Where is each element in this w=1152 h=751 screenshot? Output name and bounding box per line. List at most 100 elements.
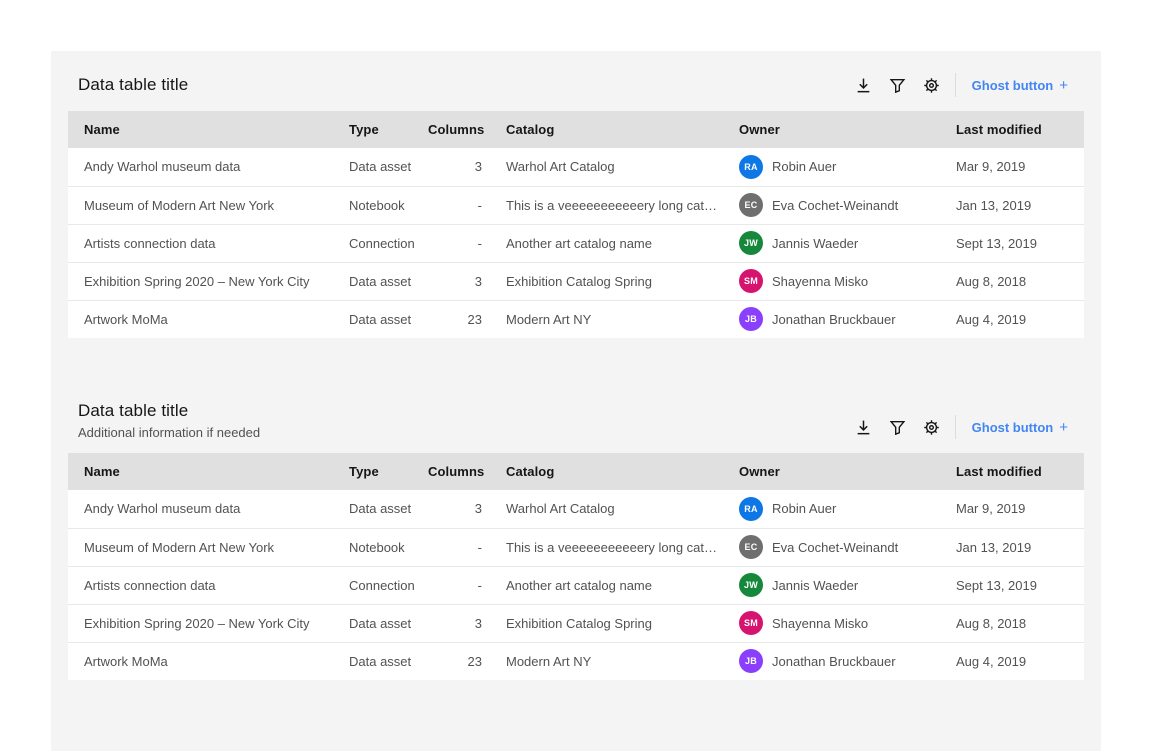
name-cell: Andy Warhol museum data — [68, 490, 333, 528]
owner-name: Jonathan Bruckbauer — [772, 653, 896, 669]
gear-icon[interactable] — [915, 414, 949, 440]
columns-cell: - — [428, 185, 490, 224]
table-header: Name Type Columns Catalog Owner Last mod… — [68, 453, 1084, 490]
catalog-cell: This is a veeeeeeeeeeery long catalog n.… — [490, 527, 723, 566]
plus-icon: + — [1059, 76, 1068, 94]
last-modified-cell: Sept 13, 2019 — [940, 223, 1084, 262]
type-cell: Data asset — [333, 603, 428, 642]
last-modified-cell: Mar 9, 2019 — [940, 148, 1084, 186]
owner-name: Robin Auer — [772, 501, 837, 517]
catalog-cell: Another art catalog name — [490, 223, 723, 262]
last-modified-cell: Sept 13, 2019 — [940, 565, 1084, 604]
table-row[interactable]: Artists connection data Connection - Anothe… — [68, 565, 1084, 604]
owner-name: Jannis Waeder — [772, 577, 859, 593]
owner-avatar: RA — [739, 496, 763, 521]
name-cell: Museum of Modern Art New York — [68, 527, 333, 566]
table-header: Name Type Columns Catalog Owner Last mod… — [68, 111, 1084, 148]
table-row[interactable]: Museum of Modern Art New York Notebook - Th… — [68, 185, 1084, 224]
owner-cell: EC Eva Cochet-Weinandt — [723, 527, 940, 566]
catalog-cell: Warhol Art Catalog — [490, 148, 723, 186]
type-cell: Notebook — [333, 527, 428, 566]
download-icon[interactable] — [847, 72, 881, 98]
column-header-last-modified: Last modified — [940, 453, 1084, 490]
last-modified-cell: Jan 13, 2019 — [940, 527, 1084, 566]
owner-avatar: SM — [739, 269, 763, 293]
owner-name: Robin Auer — [772, 159, 837, 175]
column-header-type: Type — [333, 453, 428, 490]
owner-avatar: JB — [739, 307, 763, 332]
owner-name: Shayenna Misko — [772, 615, 869, 631]
columns-cell: - — [428, 565, 490, 604]
columns-cell: 3 — [428, 490, 490, 528]
table-row[interactable]: Museum of Modern Art New York Notebook - Th… — [68, 527, 1084, 566]
columns-cell: 3 — [428, 603, 490, 642]
owner-cell: JW Jannis Waeder — [723, 565, 940, 604]
page-title: Data table title — [78, 75, 189, 94]
name-cell: Museum of Modern Art New York — [68, 185, 333, 224]
column-header-type: Type — [333, 111, 428, 148]
catalog-cell: This is a veeeeeeeeeeery long catalog n.… — [490, 185, 723, 224]
filter-icon[interactable] — [881, 72, 915, 98]
ghost-button-label: Ghost button — [971, 77, 1054, 93]
column-header-columns: Columns — [428, 111, 490, 148]
owner-avatar: EC — [739, 535, 763, 559]
last-modified-cell: Aug 4, 2019 — [940, 641, 1084, 680]
last-modified-cell: Jan 13, 2019 — [940, 185, 1084, 224]
data-tables-card: Data table title Ghost button + — [51, 51, 1101, 751]
download-icon[interactable] — [847, 414, 881, 440]
table2-title-bar: Data table title Additional information … — [68, 380, 1084, 453]
table-row[interactable]: Andy Warhol museum data Data asset 3 Warhol… — [68, 490, 1084, 528]
last-modified-cell: Aug 8, 2018 — [940, 603, 1084, 642]
table-row[interactable]: Exhibition Spring 2020 – New York City Da… — [68, 603, 1084, 642]
column-header-owner: Owner — [723, 111, 940, 148]
column-header-catalog: Catalog — [490, 453, 723, 490]
columns-cell: 3 — [428, 148, 490, 186]
column-header-name: Name — [68, 453, 333, 490]
catalog-cell: Exhibition Catalog Spring — [490, 261, 723, 300]
catalog-cell: Warhol Art Catalog — [490, 490, 723, 528]
ghost-button-label: Ghost button — [971, 419, 1054, 435]
name-cell: Andy Warhol museum data — [68, 148, 333, 186]
table1-title-bar: Data table title Ghost button + — [68, 51, 1084, 111]
column-header-owner: Owner — [723, 453, 940, 490]
column-header-name: Name — [68, 111, 333, 148]
data-table: Name Type Columns Catalog Owner Last mod… — [68, 453, 1084, 680]
owner-avatar: JB — [739, 649, 763, 674]
catalog-cell: Modern Art NY — [490, 641, 723, 680]
table2-heading: Data table title Additional information … — [78, 401, 260, 440]
filter-icon[interactable] — [881, 414, 915, 440]
owner-avatar: SM — [739, 611, 763, 635]
table-body: Andy Warhol museum data Data asset 3 Warhol… — [68, 490, 1084, 680]
table1-heading: Data table title — [78, 75, 188, 95]
catalog-cell: Modern Art NY — [490, 299, 723, 338]
owner-cell: JW Jannis Waeder — [723, 223, 940, 262]
type-cell: Data asset — [333, 299, 428, 338]
table-row[interactable]: Artwork MoMa Data asset 23 Modern Art NY JB J… — [68, 299, 1084, 338]
table-row[interactable]: Exhibition Spring 2020 – New York City Da… — [68, 261, 1084, 300]
owner-cell: SM Shayenna Misko — [723, 261, 940, 300]
name-cell: Artists connection data — [68, 223, 333, 262]
columns-cell: 3 — [428, 261, 490, 300]
name-cell: Artwork MoMa — [68, 299, 333, 338]
type-cell: Connection — [333, 565, 428, 604]
owner-avatar: JW — [739, 231, 763, 255]
gear-icon[interactable] — [915, 72, 949, 98]
name-cell: Artists connection data — [68, 565, 333, 604]
columns-cell: - — [428, 223, 490, 262]
catalog-cell: Another art catalog name — [490, 565, 723, 604]
type-cell: Data asset — [333, 641, 428, 680]
table-row[interactable]: Artists connection data Connection - Anothe… — [68, 223, 1084, 262]
ghost-button[interactable]: Ghost button + — [966, 74, 1074, 97]
table-toolbar: Ghost button + — [847, 414, 1074, 440]
ghost-button[interactable]: Ghost button + — [966, 416, 1074, 439]
table-row[interactable]: Artwork MoMa Data asset 23 Modern Art NY JB J… — [68, 641, 1084, 680]
owner-avatar: RA — [739, 154, 763, 179]
column-header-catalog: Catalog — [490, 111, 723, 148]
table-row[interactable]: Andy Warhol museum data Data asset 3 Warhol… — [68, 148, 1084, 186]
type-cell: Data asset — [333, 490, 428, 528]
name-cell: Exhibition Spring 2020 – New York City — [68, 261, 333, 300]
owner-cell: JB Jonathan Bruckbauer — [723, 641, 940, 680]
table-subtitle: Additional information if needed — [78, 425, 261, 440]
owner-avatar: EC — [739, 193, 763, 217]
owner-name: Shayenna Misko — [772, 273, 869, 289]
